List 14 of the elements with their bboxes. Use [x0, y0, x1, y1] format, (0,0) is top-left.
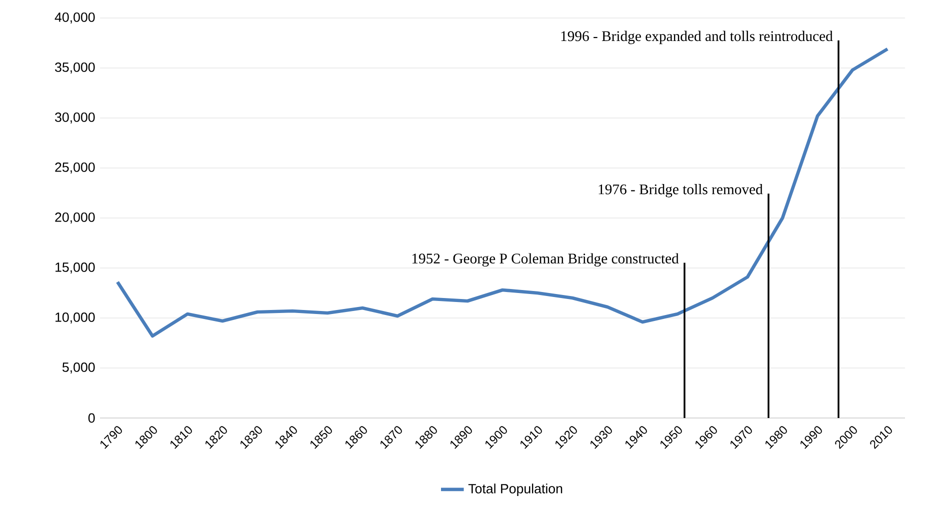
ref-line-label: 1976 - Bridge tolls removed	[598, 184, 763, 198]
ref-line-label: 1996 - Bridge expanded and tolls reintroduced	[561, 30, 833, 44]
y-tick-label: 25,000	[55, 162, 95, 174]
y-tick-label: 0	[88, 413, 95, 423]
ref-line-label: 1952 - George P Coleman Bridge constructed	[412, 253, 679, 267]
line-series	[116, 47, 890, 338]
y-tick-label: 5,000	[62, 362, 95, 374]
legend-label: Total Population	[468, 484, 562, 496]
y-tick-label: 30,000	[55, 112, 95, 124]
y-tick-label: 35,000	[55, 62, 95, 74]
y-tick-label: 15,000	[56, 262, 95, 274]
y-tick-label: 40,000	[54, 12, 95, 24]
y-tick-label: 20,000	[55, 212, 95, 224]
y-tick-label: 10,000	[56, 312, 95, 324]
